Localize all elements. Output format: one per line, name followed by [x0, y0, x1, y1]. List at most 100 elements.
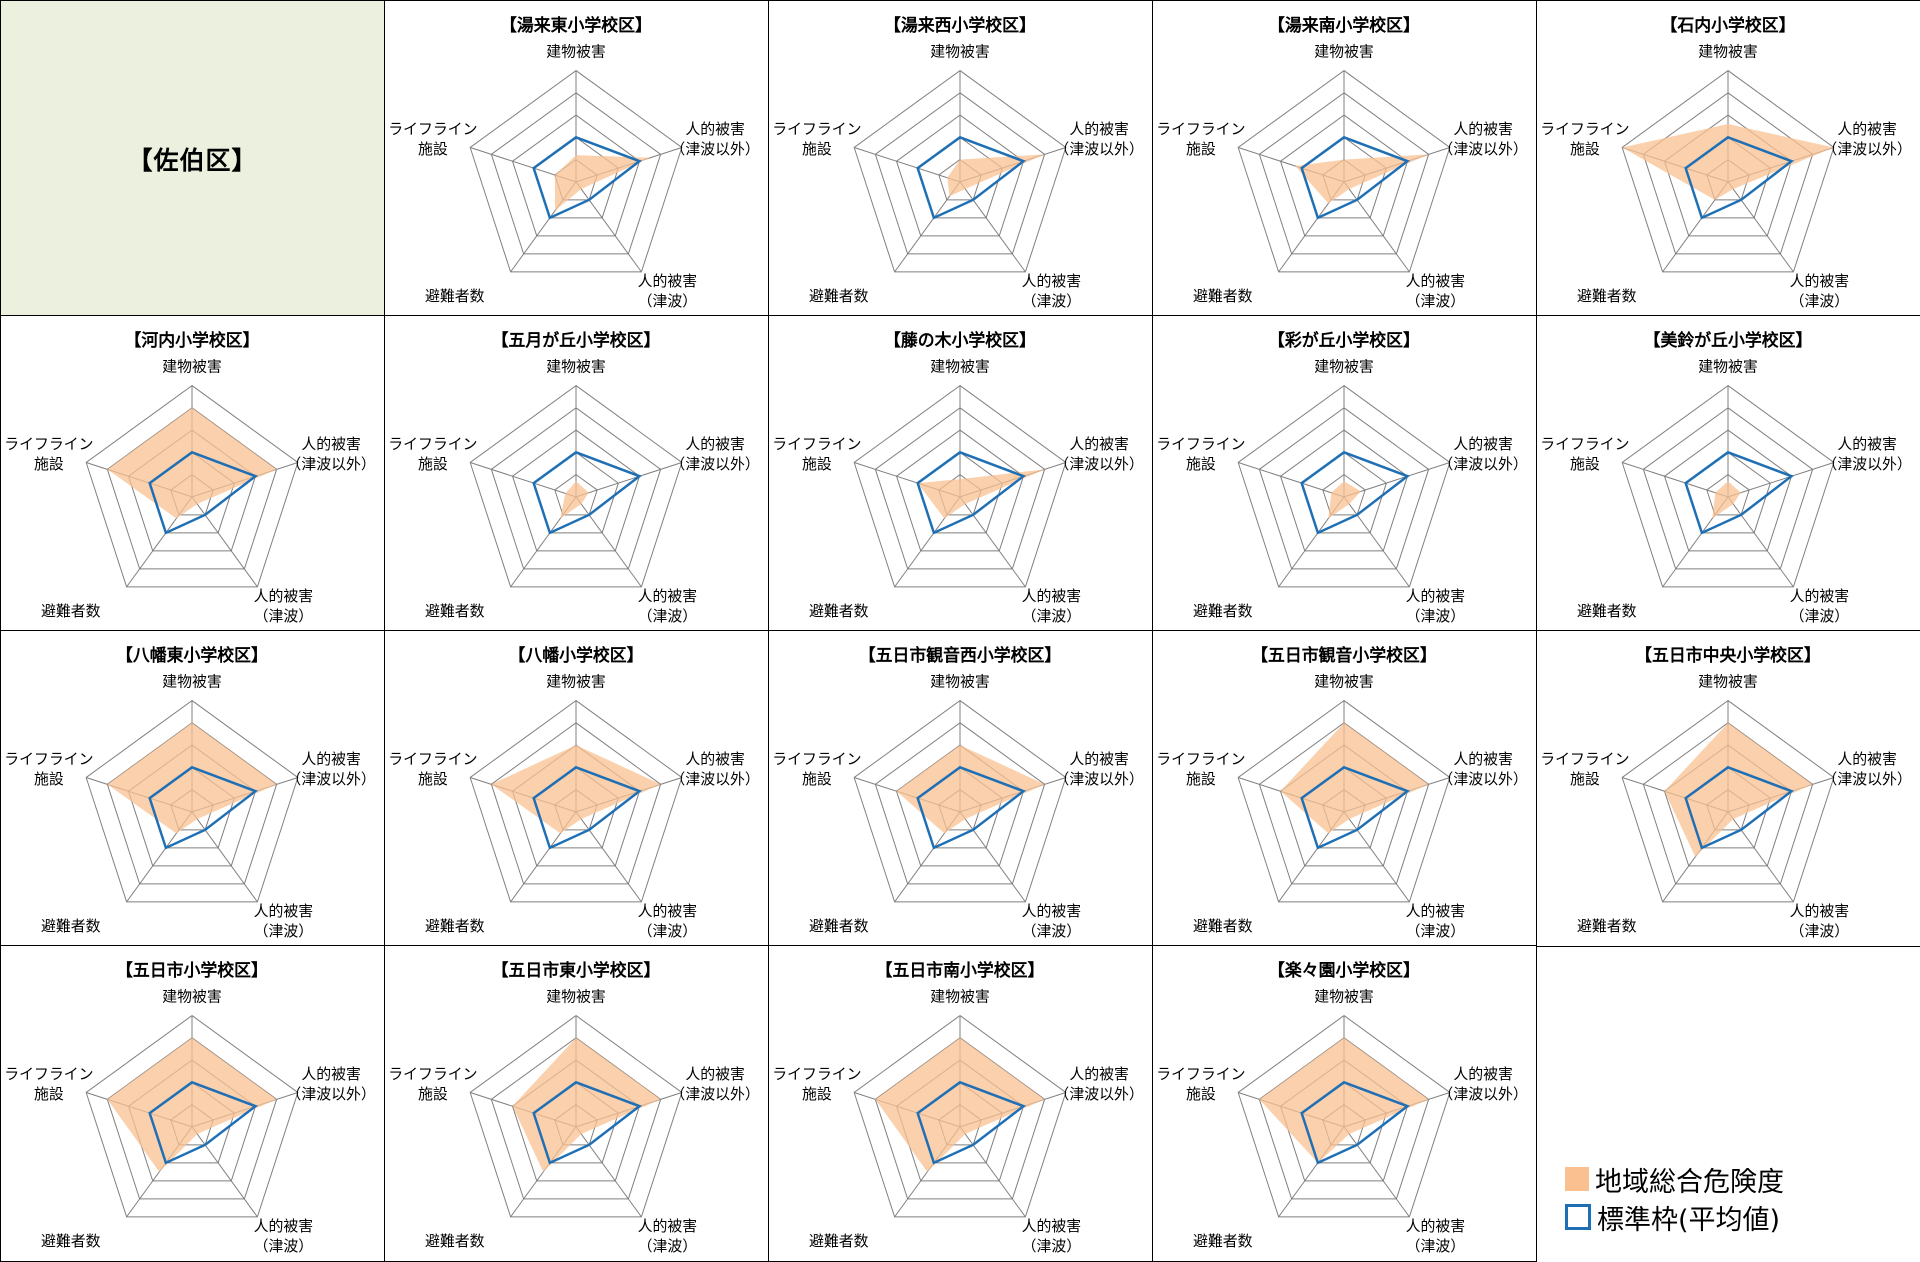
axis-label: ライフライン施設 [1156, 435, 1245, 473]
grid-ring [853, 69, 1067, 273]
axis-label-line: （津波） [638, 1237, 698, 1255]
grid-ring [1706, 473, 1750, 516]
grid-spoke [575, 811, 642, 903]
axis-label-line: （津波以外） [670, 140, 759, 158]
axis-label-line: 人的被害 [1837, 750, 1897, 768]
axis-label: 避難者数 [425, 602, 485, 620]
axis-label-line: 人的被害 [685, 120, 745, 138]
axis-label: 人的被害 （津波以外） [1054, 120, 1143, 158]
axis-label-line: 人的被害 [638, 587, 698, 605]
grid-ring [85, 699, 299, 903]
axis-label: 人的被害 （津波以外） [286, 1065, 375, 1103]
radar-chart-cell: 【楽々園小学校区】 建物被害 人的被害 （津波以外） 人的被害 （津波） 避難者数 ライフライ… [1152, 945, 1537, 1262]
grid-spoke [191, 1126, 258, 1218]
radar-grid [1237, 384, 1451, 588]
grid-spoke [575, 1126, 642, 1218]
standard-frame-line [1300, 135, 1411, 220]
grid-ring [469, 69, 683, 273]
axis-label-line: 避難者数 [425, 602, 485, 620]
grid-spoke [1727, 461, 1834, 498]
axis-label-line: ライフライン [388, 435, 477, 453]
axis-label: 避難者数 [809, 287, 869, 305]
axis-label-line: （津波以外） [1054, 140, 1143, 158]
axis-label-line: 人的被害 [1022, 1217, 1082, 1235]
standard-frame-line [1300, 765, 1411, 850]
radar-chart-cell: 【八幡東小学校区】 建物被害 人的被害 （津波以外） 人的被害 （津波） 避難者数 ライフライ… [0, 630, 385, 947]
standard-frame-line [148, 1080, 259, 1165]
grid-ring [511, 114, 641, 237]
grid-spoke [959, 1126, 1026, 1218]
radar-chart-cell: 【彩が丘小学校区】 建物被害 人的被害 （津波以外） 人的被害 （津波） 避難者数 ライフライ… [1152, 315, 1537, 632]
axis-label-line: 建物被害 [546, 43, 606, 61]
axis-label: 人的被害 （津波） [1022, 902, 1082, 940]
axis-label: 建物被害 [546, 358, 606, 376]
axis-label: 人的被害 （津波以外） [1822, 750, 1911, 788]
axis-label-line: （津波） [1406, 922, 1466, 940]
axis-label-line: （津波） [1022, 607, 1082, 625]
grid-spoke [1238, 461, 1345, 498]
grid-ring [874, 407, 1046, 570]
axis-label-line: （津波以外） [1822, 455, 1911, 473]
axis-label: 人的被害 （津波以外） [670, 435, 759, 473]
axis-label-line: 人的被害 [1406, 902, 1466, 920]
axis-label-line: 施設 [802, 455, 832, 473]
axis-label-line: 人的被害 [1069, 750, 1129, 768]
radar-chart-cell: 【五日市観音小学校区】 建物被害 人的被害 （津波以外） 人的被害 （津波） 避難者数 ライフ… [1152, 630, 1537, 947]
axis-label-line: 人的被害 [685, 435, 745, 453]
axis-label-line: ライフライン [1156, 750, 1245, 768]
grid-ring [1322, 473, 1366, 516]
axis-label: 建物被害 [1314, 673, 1374, 691]
chart-title: 【八幡東小学校区】 [116, 645, 268, 665]
axis-label: ライフライン施設 [388, 1065, 477, 1103]
axis-label-line: （津波） [1022, 292, 1082, 310]
axis-label: 人的被害 （津波以外） [1438, 1065, 1527, 1103]
axis-label: 避難者数 [41, 602, 101, 620]
axis-label-line: 人的被害 [685, 1065, 745, 1083]
grid-ring [1663, 429, 1793, 552]
radar-grid [1621, 384, 1835, 588]
grid-spoke [191, 811, 258, 903]
axis-label-line: ライフライン [388, 750, 477, 768]
standard-frame-line [1300, 450, 1411, 535]
axis-label-line: 人的被害 [254, 587, 314, 605]
grid-ring [490, 722, 662, 885]
chart-title: 【五日市中央小学校区】 [1635, 645, 1821, 665]
axis-label-line: 建物被害 [930, 43, 990, 61]
axis-label: ライフライン施設 [1540, 435, 1629, 473]
axis-label: 人的被害 （津波） [1022, 1217, 1082, 1255]
axis-label: 人的被害 （津波） [1406, 272, 1466, 310]
axis-label-line: 施設 [1186, 455, 1216, 473]
axis-label: 建物被害 [546, 988, 606, 1006]
grid-ring [1621, 69, 1835, 273]
grid-ring [490, 407, 662, 570]
axis-label: 避難者数 [809, 602, 869, 620]
axis-label-line: 施設 [418, 455, 448, 473]
chart-title: 【五日市東小学校区】 [492, 960, 661, 980]
axis-label-line: 建物被害 [1698, 358, 1758, 376]
axis-label: 避難者数 [41, 1232, 101, 1250]
risk-area [875, 1037, 1045, 1172]
axis-label-line: 建物被害 [546, 358, 606, 376]
grid-spoke [894, 181, 961, 273]
standard-frame-line [916, 135, 1027, 220]
axis-label-line: 避難者数 [1193, 287, 1253, 305]
axis-label: 人的被害 （津波以外） [1054, 1065, 1143, 1103]
axis-label-line: （津波） [638, 292, 698, 310]
axis-label: 避難者数 [809, 917, 869, 935]
axis-label-line: 人的被害 [1069, 120, 1129, 138]
axis-label-line: 避難者数 [425, 917, 485, 935]
axis-label: 人的被害 （津波） [638, 902, 698, 940]
axis-label: ライフライン施設 [1156, 1065, 1245, 1103]
grid-ring [874, 92, 1046, 255]
grid-spoke [575, 181, 642, 273]
legend-fill-swatch [1565, 1167, 1589, 1191]
axis-label-line: 人的被害 [1837, 435, 1897, 453]
axis-label: 避難者数 [425, 1232, 485, 1250]
radar-chart-cell: 【湯来東小学校区】 建物被害 人的被害 （津波以外） 人的被害 （津波） 避難者数 ライフライ… [384, 0, 769, 317]
grid-spoke [1343, 461, 1450, 498]
axis-label: 人的被害 （津波） [254, 1217, 314, 1255]
grid-spoke [1727, 496, 1794, 588]
axis-label-line: 建物被害 [930, 988, 990, 1006]
standard-frame-line [532, 1080, 643, 1165]
grid-ring [1237, 69, 1451, 273]
